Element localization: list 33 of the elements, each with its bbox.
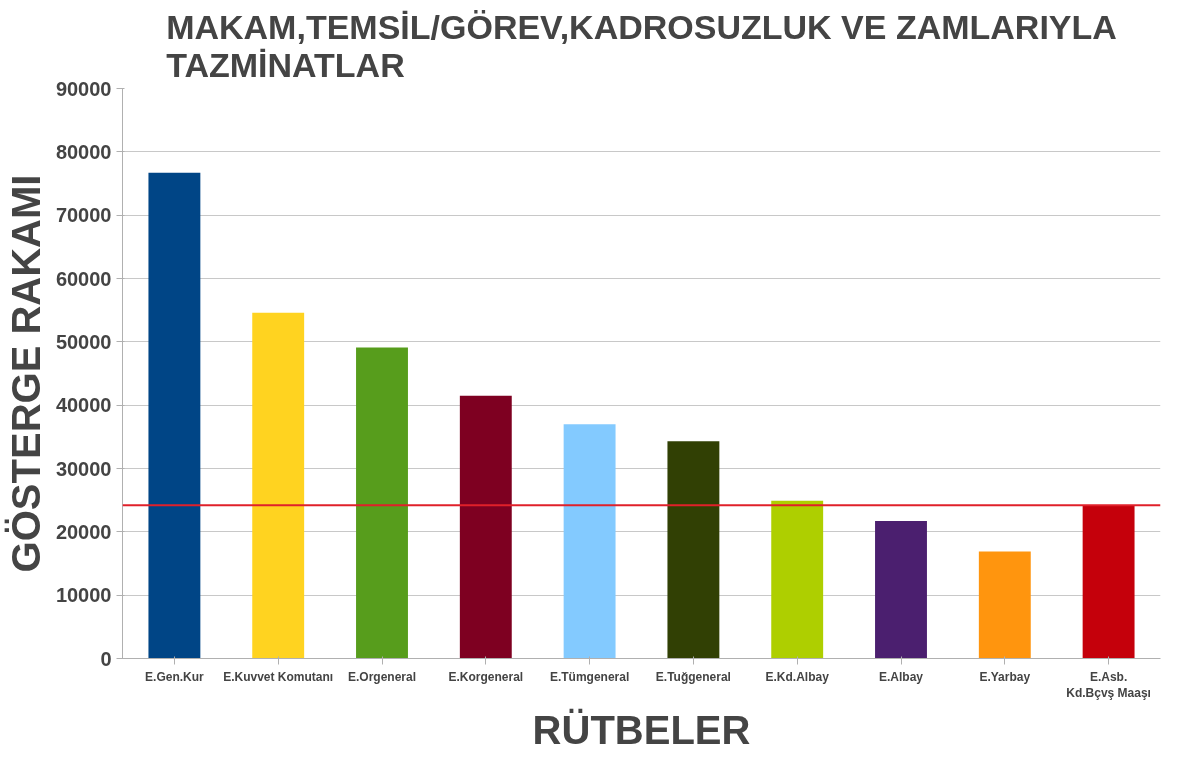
bar <box>771 500 824 659</box>
y-tick-label: 70000 <box>55 204 112 227</box>
y-tick-label: 90000 <box>55 77 112 100</box>
bar <box>1082 505 1135 659</box>
x-tick-label: E.Yarbay <box>979 669 1031 684</box>
y-tick-label: 0 <box>100 647 112 670</box>
bar <box>148 172 201 659</box>
x-tick-label: E.Kd.Albay <box>765 669 830 684</box>
bar <box>978 551 1031 659</box>
y-axis-title: GÖSTERGE RAKAMI <box>3 174 48 573</box>
y-tick-label: 50000 <box>55 330 112 353</box>
x-tick-label: E.Kuvvet Komutanı <box>223 669 334 684</box>
y-tick-label: 30000 <box>55 457 112 480</box>
bar <box>875 521 927 659</box>
y-tick-label: 20000 <box>55 520 112 543</box>
y-tick-label: 40000 <box>55 394 112 417</box>
y-tick-label: 10000 <box>55 584 112 607</box>
y-tick-label: 60000 <box>55 267 112 290</box>
bar <box>667 441 720 659</box>
chart-title: MAKAM,TEMSİL/GÖREV,KADROSUZLUK VE ZAMLARIYLA TAZMİNATLAR <box>166 7 1117 84</box>
x-tick-label: E.Gen.Kur <box>145 669 205 684</box>
bar <box>563 424 616 659</box>
x-axis-title: RÜTBELER <box>532 708 751 753</box>
x-tick-label: E.Albay <box>878 669 924 684</box>
bar <box>252 312 305 659</box>
bar <box>356 347 408 659</box>
x-tick-label: E.Tümgeneral <box>549 669 630 684</box>
y-tick-label: 80000 <box>55 140 112 163</box>
x-tick-label: E.Orgeneral <box>347 669 417 684</box>
x-tick-label: E.Korgeneral <box>448 669 524 684</box>
x-tick-label: E.Tuğgeneral <box>655 669 731 684</box>
x-tick-label: E.Asb. Kd.Bçvş Maaşı <box>1066 669 1151 701</box>
bar <box>459 395 512 659</box>
